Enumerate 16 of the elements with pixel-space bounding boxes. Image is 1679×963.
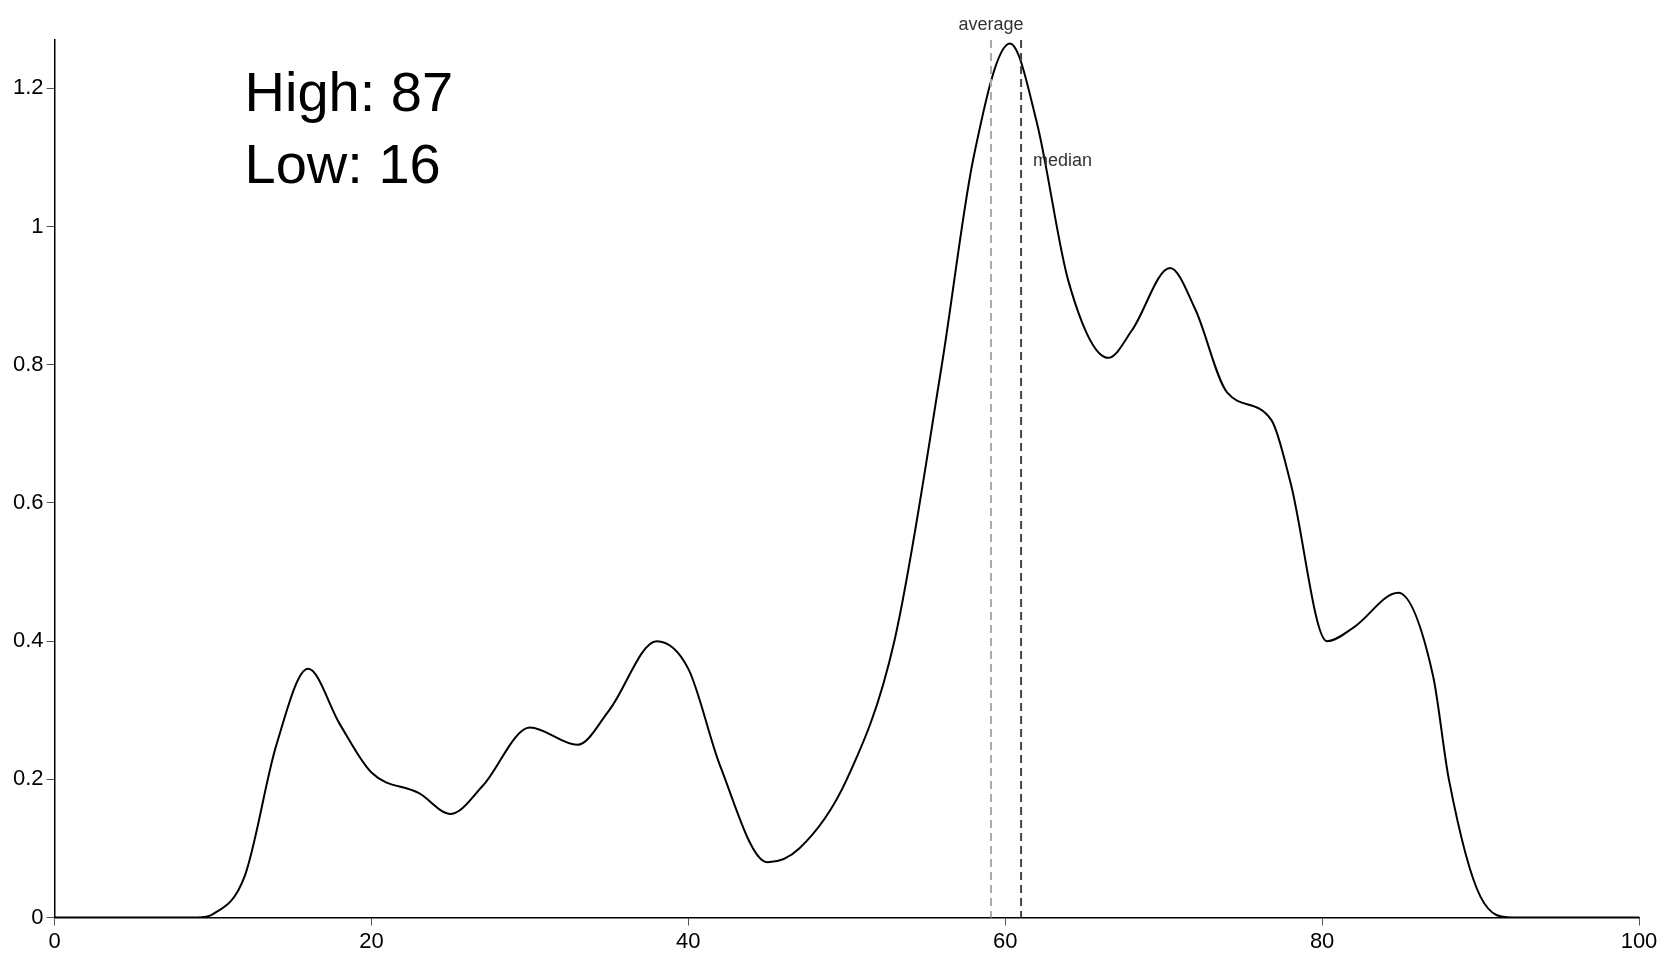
x-tick-label: 60 bbox=[992, 927, 1018, 953]
y-tick-label: 1.2 bbox=[12, 74, 44, 100]
x-tick-label: 80 bbox=[1309, 927, 1335, 953]
y-tick-label: 0 bbox=[31, 903, 44, 929]
y-tick-label: 0.4 bbox=[12, 627, 44, 653]
x-tick-label: 0 bbox=[48, 927, 61, 953]
x-tick-label: 100 bbox=[1620, 927, 1658, 953]
x-tick-label: 20 bbox=[359, 927, 384, 953]
x-tick-label: 40 bbox=[676, 927, 701, 953]
annotation: High: 87 bbox=[244, 60, 454, 124]
y-tick-label: 0.2 bbox=[12, 765, 44, 791]
y-tick-label: 1 bbox=[31, 212, 44, 238]
y-tick-label: 0.6 bbox=[12, 489, 44, 515]
y-tick-label: 0.8 bbox=[12, 350, 44, 376]
annotation: Low: 16 bbox=[244, 132, 441, 196]
ref-line-label: average bbox=[958, 13, 1024, 34]
